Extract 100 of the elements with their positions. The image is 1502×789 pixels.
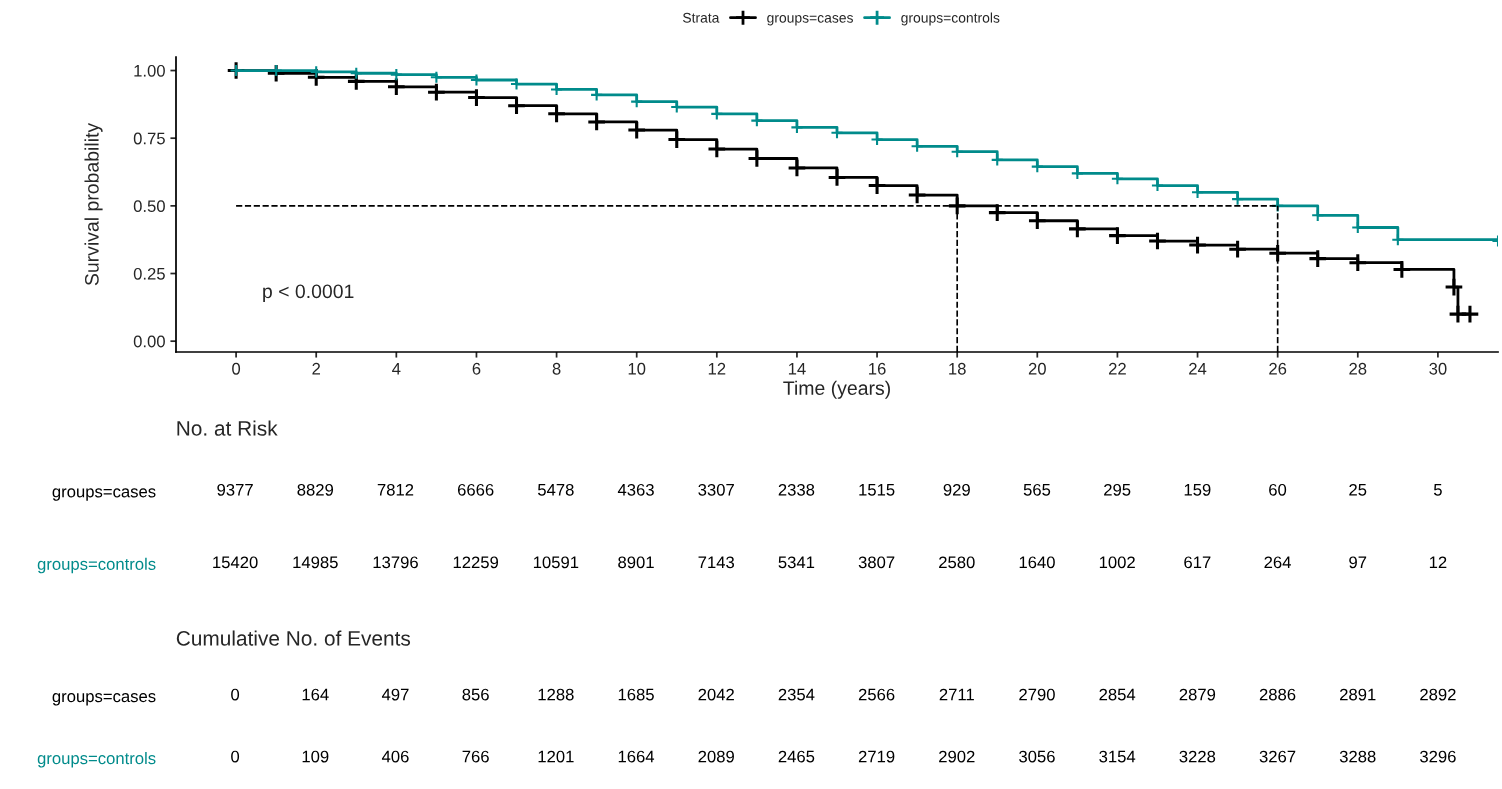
point <box>1267 243 1288 264</box>
data-label: 1664 <box>618 750 655 763</box>
data-label: 2580 <box>939 556 975 569</box>
data-label: 2886 <box>1259 688 1296 701</box>
data-label: 2566 <box>858 688 895 701</box>
point <box>630 95 644 109</box>
point <box>830 126 844 140</box>
data-label: 25 <box>1349 483 1367 496</box>
y-tick-label: 0.25 <box>133 267 165 280</box>
data-label: 2042 <box>698 688 734 701</box>
x-tick-label: 2 <box>312 362 321 375</box>
point <box>710 107 724 121</box>
data-label: 109 <box>302 750 329 763</box>
point <box>1187 235 1208 255</box>
data-label: 2854 <box>1099 688 1136 701</box>
point <box>706 139 727 159</box>
point <box>269 63 283 78</box>
data-label: 497 <box>381 688 409 701</box>
data-label: 13796 <box>373 556 418 569</box>
point <box>750 114 764 128</box>
x-tick-label: 8 <box>552 362 561 375</box>
legend-label: groups=controls <box>901 12 1000 26</box>
point <box>1110 172 1125 186</box>
data-label: 0 <box>231 688 240 701</box>
data-label: 3807 <box>858 556 895 569</box>
data-label: 7143 <box>698 556 735 569</box>
data-label: 2465 <box>778 750 815 763</box>
legend-title: Strata <box>682 12 720 23</box>
point <box>586 112 607 132</box>
point <box>827 167 847 188</box>
data-label: 406 <box>381 750 409 763</box>
x-tick-label: 22 <box>1108 362 1126 375</box>
point <box>1227 239 1248 260</box>
point <box>1231 192 1245 206</box>
point <box>987 202 1008 223</box>
data-label: 295 <box>1104 483 1131 496</box>
point <box>309 65 323 79</box>
point <box>1067 218 1088 239</box>
data-label: 3154 <box>1099 750 1136 763</box>
data-label: 2879 <box>1179 688 1216 701</box>
data-label: 164 <box>302 688 329 701</box>
x-tick-label: 26 <box>1269 362 1287 375</box>
data-label: 8829 <box>297 483 334 496</box>
x-tick-label: 0 <box>232 362 241 375</box>
data-label: 2711 <box>939 688 974 701</box>
x-tick-label: 14 <box>788 363 806 375</box>
point <box>870 132 884 147</box>
data-label: 3056 <box>1019 750 1055 763</box>
y-axis-title: Survival probability <box>84 122 103 286</box>
data-label: 3228 <box>1179 750 1216 763</box>
data-label: 3288 <box>1339 750 1376 763</box>
data-label: 5478 <box>537 483 574 496</box>
data-label: 10591 <box>533 556 579 569</box>
point <box>386 76 407 97</box>
point <box>626 120 647 140</box>
data-label: 97 <box>1349 556 1367 569</box>
data-label: 2354 <box>778 688 815 701</box>
legend-label: groups=cases <box>767 15 853 26</box>
data-label: 1002 <box>1099 556 1135 569</box>
point <box>1147 231 1168 251</box>
data-label: 2089 <box>698 750 734 763</box>
point <box>1347 252 1368 273</box>
data-label: 1288 <box>538 688 574 701</box>
data-label: 9377 <box>217 483 253 496</box>
data-label: 2902 <box>939 750 975 763</box>
point <box>947 195 968 216</box>
chart-title: Cumulative No. of Events <box>176 630 411 646</box>
x-tick-label: 30 <box>1429 362 1447 375</box>
annotation: p < 0.0001 <box>263 284 354 303</box>
data-label: 3267 <box>1259 750 1296 763</box>
data-label: 856 <box>462 688 489 701</box>
x-tick-label: 20 <box>1028 362 1046 375</box>
data-label: 5 <box>1433 484 1442 496</box>
y-tick-label: groups=controls <box>37 557 156 574</box>
point <box>590 88 604 102</box>
data-label: 2338 <box>778 483 815 496</box>
x-axis-title: Time (years) <box>783 380 890 399</box>
x-tick-label: 24 <box>1189 362 1207 375</box>
point <box>1444 277 1464 297</box>
x-tick-label: 18 <box>949 362 966 375</box>
data-label: 4363 <box>617 483 654 496</box>
data-label: 0 <box>231 750 240 763</box>
x-tick-label: 10 <box>628 362 646 375</box>
data-label: 2719 <box>858 750 895 763</box>
point <box>1311 208 1325 222</box>
x-tick-label: 12 <box>708 362 726 375</box>
data-label: 14985 <box>293 556 338 569</box>
point <box>1030 160 1044 174</box>
y-tick-label: groups=cases <box>52 488 156 501</box>
data-label: 1201 <box>538 750 574 763</box>
x-tick-label: 28 <box>1349 362 1367 375</box>
y-tick-label: 0.00 <box>133 335 165 348</box>
y-tick-label: 0.75 <box>133 132 165 145</box>
point <box>1027 210 1048 231</box>
point <box>666 129 687 150</box>
data-label: 3307 <box>698 483 734 496</box>
point <box>1150 178 1165 193</box>
data-label: 12 <box>1429 556 1447 569</box>
point <box>349 66 363 80</box>
data-label: 1515 <box>859 484 895 496</box>
